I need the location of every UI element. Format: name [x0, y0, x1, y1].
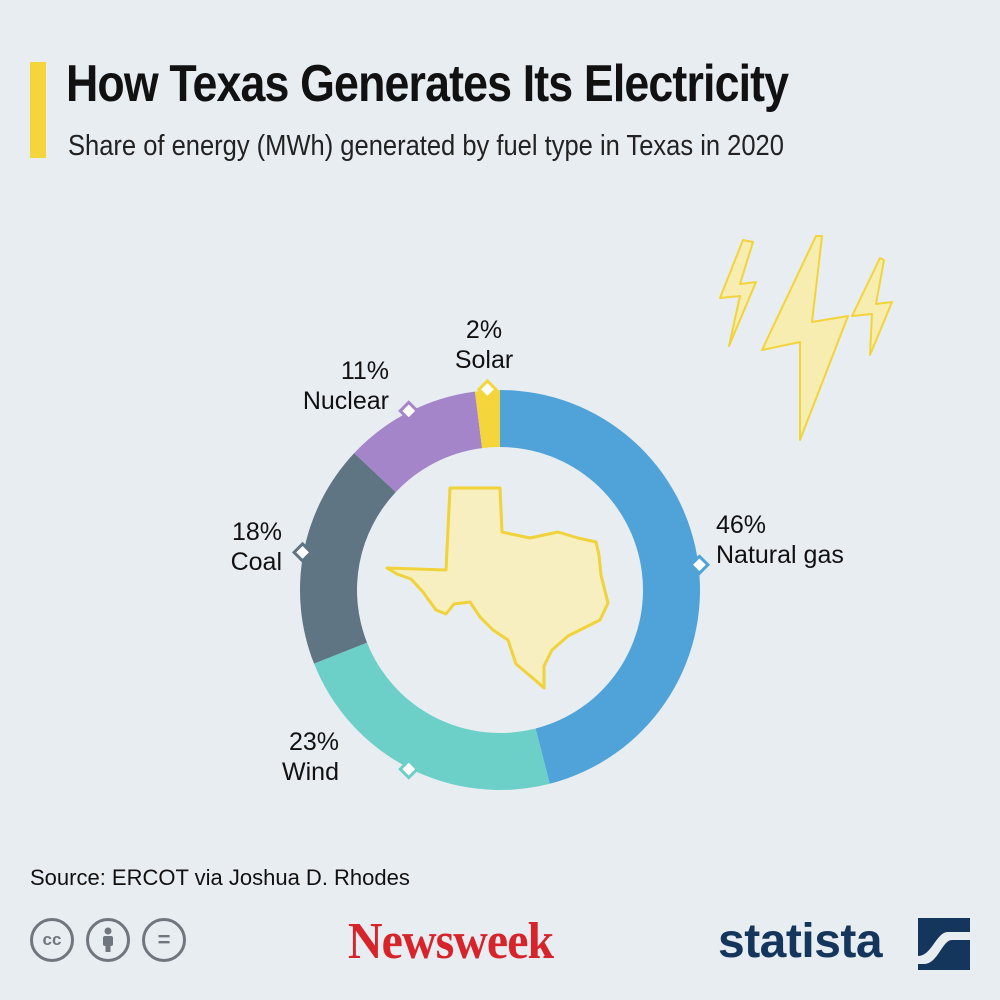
slice-solar [474, 390, 500, 449]
value-label: 23% [288, 728, 339, 756]
slice-natural-gas [500, 390, 700, 784]
slice-nuclear [354, 391, 483, 493]
label-solar: 2% Solar [434, 315, 534, 375]
lightning-icon [719, 235, 893, 441]
series-label: Coal [230, 548, 282, 576]
marker-coal [291, 541, 314, 563]
value-label: 2% [465, 316, 503, 344]
marker-nuclear [398, 400, 420, 422]
slice-wind [314, 642, 550, 790]
value-label: 11% [340, 357, 389, 385]
statista-logo[interactable]: statista [718, 915, 883, 968]
series-label: Nuclear [302, 387, 389, 415]
by-icon[interactable] [86, 918, 130, 962]
label-wind: 23% Wind [282, 727, 339, 787]
marker-solar [476, 378, 498, 401]
label-nuclear: 11% Nuclear [303, 356, 389, 416]
marker-natural-gas [688, 554, 711, 576]
chart-subtitle: Share of energy (MWh) generated by fuel … [68, 130, 784, 162]
title-accent-bar [30, 62, 46, 158]
label-natural-gas: 46% Natural gas [716, 510, 844, 570]
slice-coal [300, 453, 396, 664]
series-label: Natural gas [716, 541, 844, 569]
texas-map-icon [385, 486, 610, 690]
statista-mark-icon [918, 918, 970, 970]
nd-icon[interactable]: = [142, 918, 186, 962]
series-label: Solar [454, 346, 514, 374]
newsweek-logo[interactable]: Newsweek [348, 913, 554, 970]
source-note: Source: ERCOT via Joshua D. Rhodes [30, 865, 410, 890]
series-label: Wind [282, 758, 339, 786]
chart-title: How Texas Generates Its Electricity [66, 55, 789, 113]
marker-wind [398, 758, 420, 780]
value-label: 18% [231, 518, 282, 546]
label-coal: 18% Coal [231, 517, 282, 577]
cc-icon[interactable]: cc [30, 918, 74, 962]
license-icons: cc = [30, 918, 186, 962]
value-label: 46% [716, 511, 767, 539]
